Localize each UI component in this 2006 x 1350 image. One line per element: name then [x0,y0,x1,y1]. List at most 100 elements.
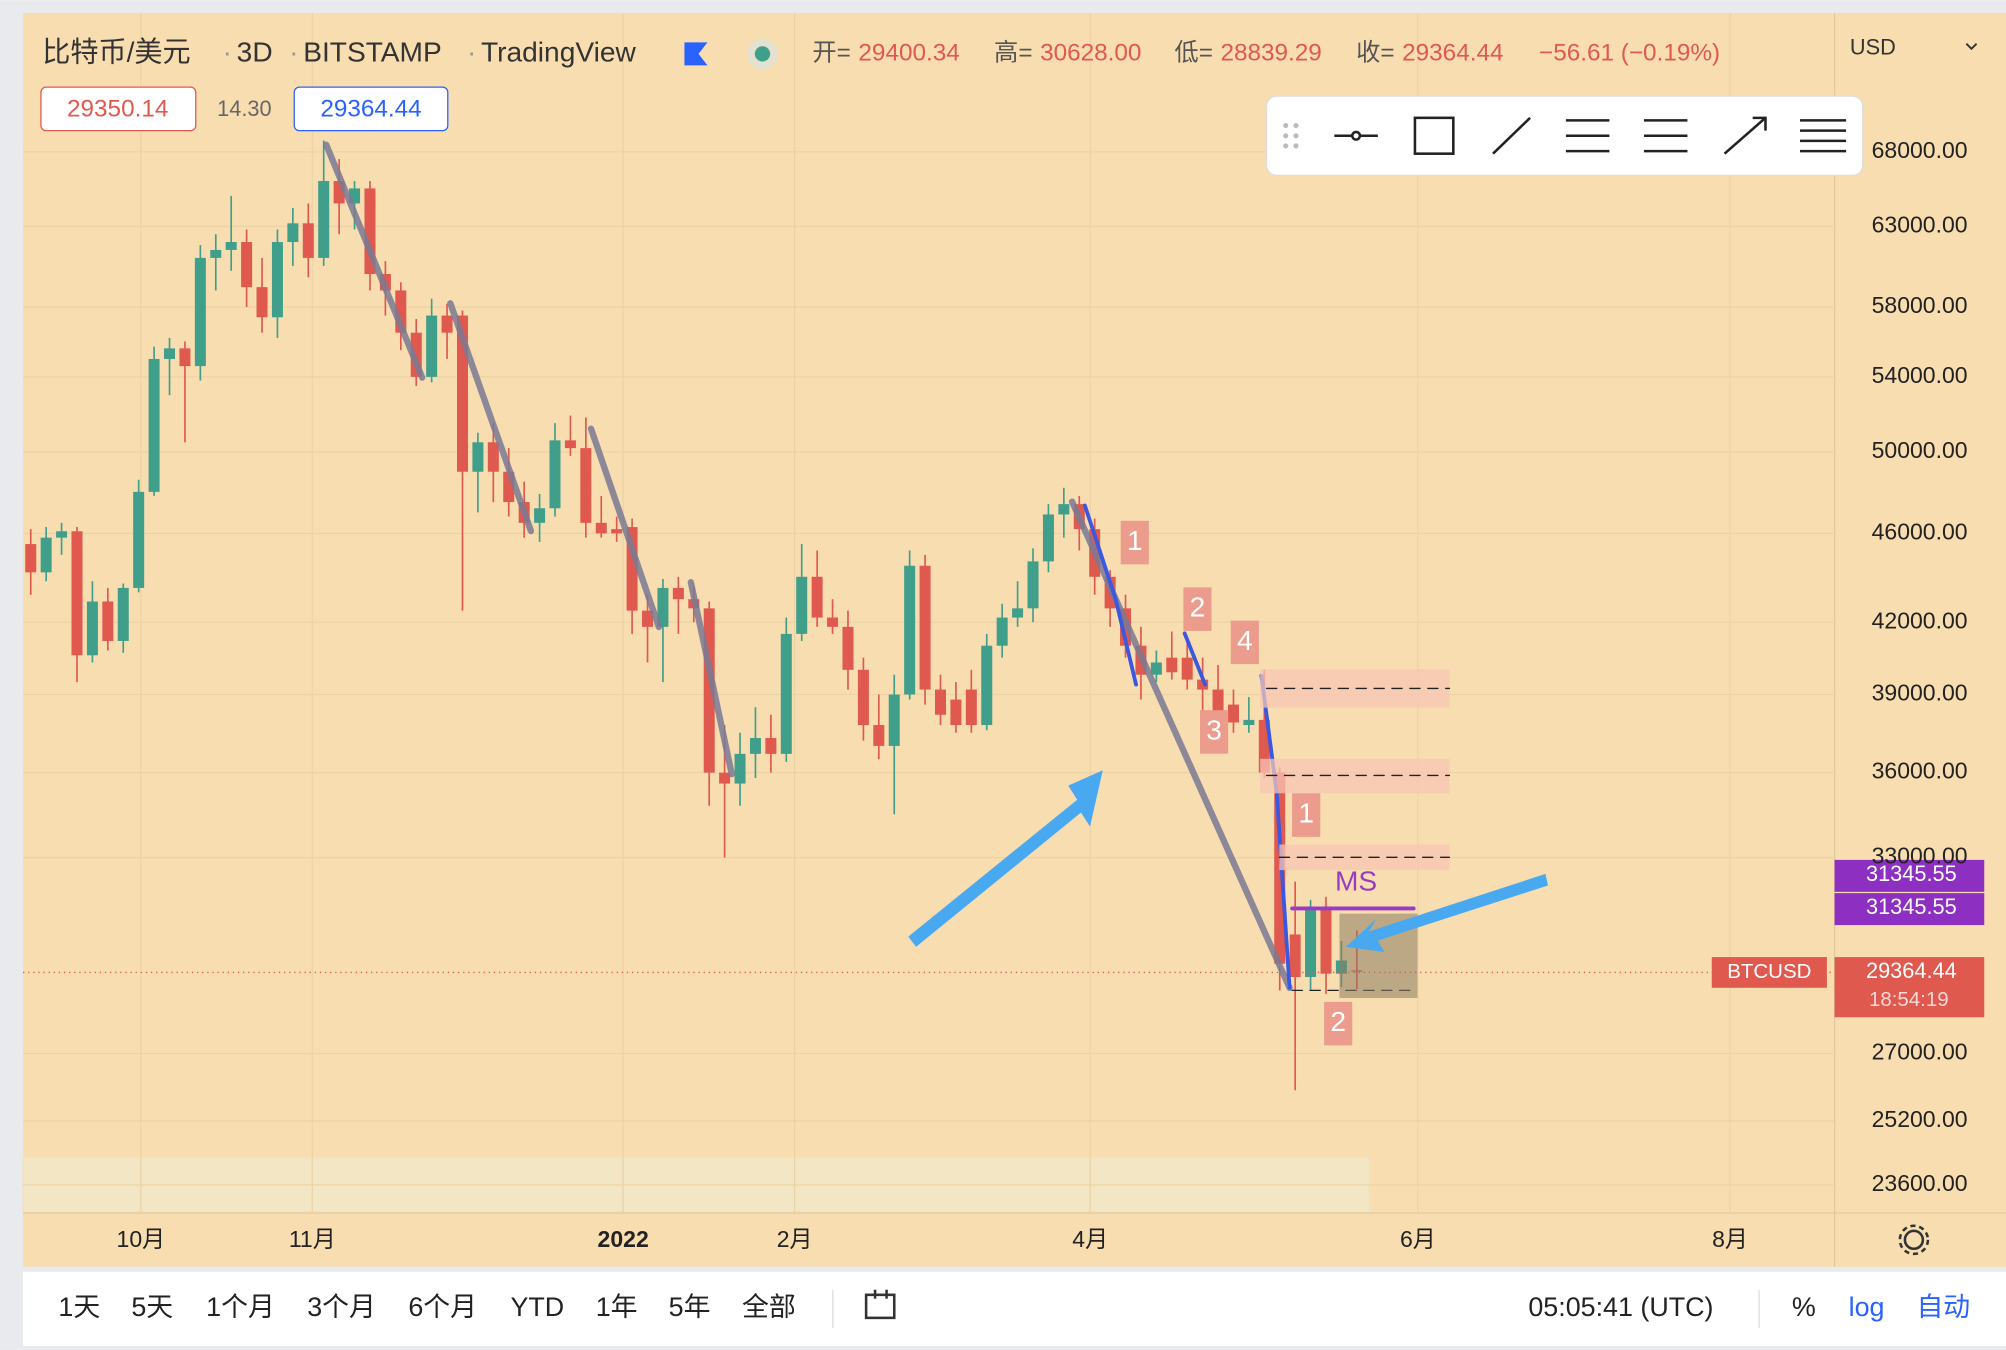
ohlc-label: 开= [812,39,851,66]
last-price-label: 29364.44 [1866,958,1957,983]
candle-body [549,440,561,509]
y-tick-label: 36000.00 [1872,758,1968,784]
candle-body [210,249,222,258]
candle-body [302,223,314,258]
range-button[interactable]: 1天 [58,1292,100,1322]
candle-body [1227,704,1239,723]
exchange: BITSTAMP [303,36,442,67]
candle-body [981,645,993,726]
ask-box [293,86,449,132]
candle-body [256,287,268,318]
candle-body [811,576,823,618]
source: TradingView [481,36,636,67]
y-tick-label: 58000.00 [1872,292,1968,318]
candle-body [1027,561,1039,609]
range-button[interactable]: YTD [510,1292,564,1322]
y-tick-label: 63000.00 [1872,211,1968,237]
ohlc-value: 29364.44 [1402,39,1503,66]
separator: · [467,36,476,67]
candle-body [1289,934,1301,978]
candle-body [1181,657,1193,680]
candle-body [765,738,777,754]
wave-label-box [1200,710,1229,754]
candle-body [672,587,684,600]
candle-body [611,529,623,534]
currency[interactable]: USD [1850,35,1896,60]
wave-label: 1 [1127,525,1143,556]
wave-label: 4 [1237,625,1253,656]
tool-fib[interactable] [1565,119,1610,153]
candle-body [888,694,900,746]
ohlc-label: 高= [994,39,1033,66]
x-tick-label: 10月 [117,1226,166,1252]
x-tick-label: 11月 [289,1226,336,1252]
candle-body [919,565,931,690]
interval: 3D [237,36,273,67]
auto-toggle[interactable]: 自动 [1916,1292,1970,1322]
arrow [1345,873,1548,952]
candle-body [71,531,83,656]
range-button[interactable]: 5天 [131,1292,173,1322]
wave-label: 1 [1298,798,1314,829]
candle-body [1150,662,1162,675]
candle-body [965,689,977,726]
wave-line [1082,503,1138,687]
candle-body [333,181,345,204]
tool-horizontal-ray[interactable] [1334,130,1378,141]
candle-body [318,181,330,258]
candle-body [1258,719,1270,773]
trend-line [587,425,663,631]
percent-toggle[interactable]: % [1792,1292,1816,1322]
tool-channel[interactable] [1643,119,1688,153]
candle-body [117,587,129,641]
candle-body [164,348,176,359]
candle-body [225,242,237,250]
candle-body [148,358,160,492]
x-tick-label: 4月 [1072,1226,1108,1252]
separator: · [289,36,298,67]
ohlc-label: 低= [1174,39,1213,66]
wave-label: 2 [1190,592,1206,623]
drawing-toolbar [1265,95,1864,177]
candle-body [796,576,808,634]
tool-lines[interactable] [1800,119,1847,153]
candle-body [287,223,299,243]
range-button[interactable]: 全部 [742,1292,796,1322]
price-tag [1834,893,1985,926]
candle-body [456,315,468,472]
candle-body [595,522,607,534]
trend-line [447,300,535,535]
range-button[interactable]: 6个月 [408,1292,477,1322]
candle-body [827,617,839,627]
settings-icon[interactable] [1898,1224,1930,1256]
candle-body [719,772,731,784]
candle-body [934,689,946,715]
candle-body [25,544,37,573]
candle-body [133,491,145,588]
spread: 14.30 [217,96,271,121]
log-toggle[interactable]: log [1849,1292,1885,1322]
tool-arrow[interactable] [1723,116,1767,155]
toolbar-panel [1265,95,1864,177]
range-button[interactable]: 3个月 [307,1292,376,1322]
tool-trend-line[interactable] [1492,116,1531,155]
price-tag [1834,859,1985,892]
x-tick-label: 2022 [598,1226,649,1252]
candle-body [102,601,114,641]
countdown-label: 18:54:19 [1869,988,1949,1011]
range-button[interactable]: 1个月 [206,1292,275,1322]
candle-body [626,527,638,611]
currency-caret[interactable] [1965,42,1978,51]
y-tick-label: 39000.00 [1872,680,1968,706]
candle-body [657,587,669,627]
candle-body [441,315,453,333]
candle-body [194,257,206,367]
wave-label: 3 [1206,714,1222,745]
tool-rectangle[interactable] [1413,116,1455,155]
range-button[interactable]: 1年 [596,1292,638,1322]
drag-handle[interactable] [1283,122,1299,149]
range-button[interactable]: 5年 [669,1292,711,1322]
goto-date-icon[interactable] [864,1289,896,1320]
candle-body [1305,909,1317,978]
wave-label: 2 [1330,1006,1346,1037]
